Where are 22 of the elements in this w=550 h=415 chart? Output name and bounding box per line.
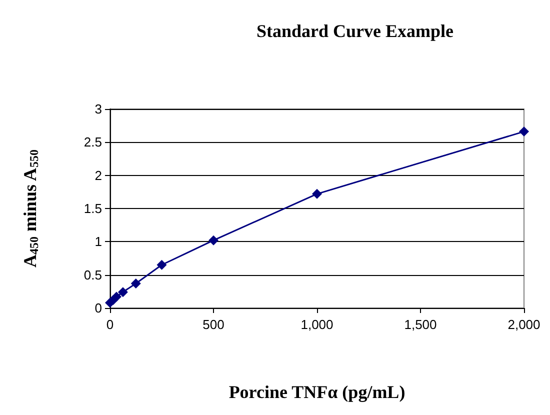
point xyxy=(130,278,141,288)
chart-title: Standard Curve Example xyxy=(256,21,454,41)
y-tick-label: 2 xyxy=(94,168,102,183)
y-tick-label: 0.5 xyxy=(84,267,102,282)
y-tick-label: 0 xyxy=(94,300,102,316)
y-tick-label: 2.5 xyxy=(84,134,102,150)
point xyxy=(519,126,529,137)
point xyxy=(156,260,167,270)
point xyxy=(312,188,322,199)
point xyxy=(208,235,218,246)
x-axis-title: Porcine TNFα (pg/mL) xyxy=(228,382,406,402)
x-tick-label: 0 xyxy=(106,317,114,332)
x-tick-label: 1,500 xyxy=(404,317,437,332)
x-tick-label: 2,000 xyxy=(508,317,540,332)
y-axis-title: A450 minus A550 xyxy=(20,149,41,268)
point xyxy=(118,287,128,298)
x-tick-label: 500 xyxy=(202,317,224,332)
x-tick-label: 1,000 xyxy=(300,317,334,332)
point xyxy=(111,292,122,302)
y-tick-label: 3 xyxy=(94,102,102,116)
y-tick-label: 1.5 xyxy=(84,201,102,216)
y-tick-label: 1 xyxy=(94,234,102,250)
